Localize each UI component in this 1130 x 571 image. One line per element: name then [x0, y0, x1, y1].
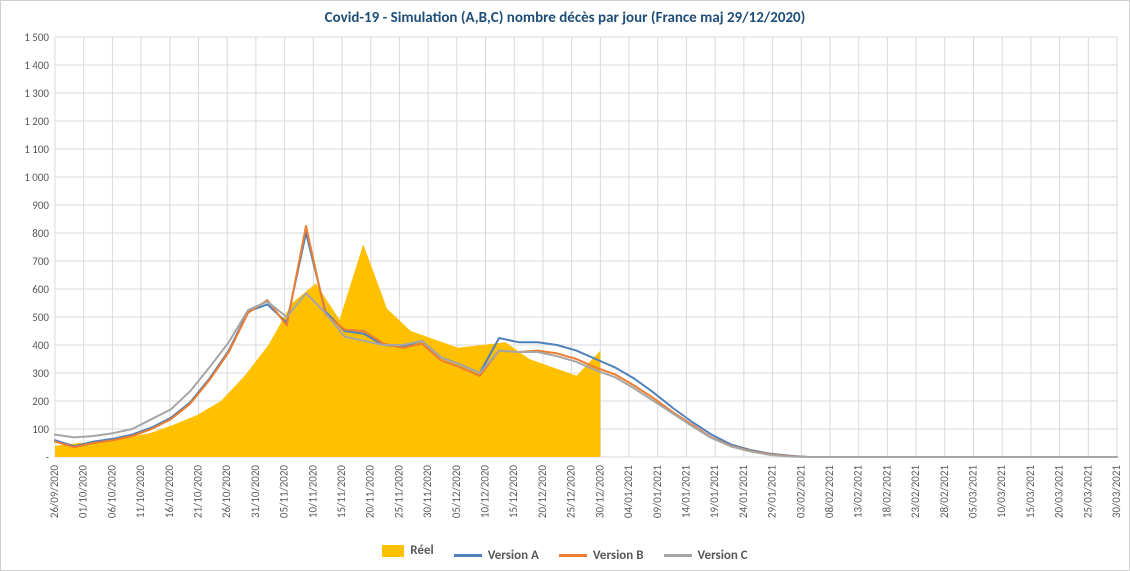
y-tick-label: 200: [32, 395, 49, 408]
y-tick-label: 400: [32, 339, 49, 352]
y-tick-label: 1 500: [24, 31, 49, 44]
x-tick-label: 11/10/2020: [134, 465, 147, 519]
x-tick-label: 20/03/2021: [1053, 465, 1066, 519]
legend-item-versionA: Version A: [454, 548, 539, 563]
x-tick-label: 15/12/2020: [507, 465, 520, 519]
x-tick-label: 30/12/2020: [593, 465, 606, 519]
legend-label: Version A: [488, 548, 539, 563]
x-tick-label: 25/12/2020: [565, 465, 578, 519]
x-tick-label: 03/02/2021: [794, 465, 807, 519]
y-tick-label: 700: [32, 255, 49, 268]
y-tick-label: -: [46, 451, 49, 464]
x-tick-label: 28/02/2021: [938, 465, 951, 519]
x-tick-label: 23/02/2021: [909, 465, 922, 519]
y-tick-label: 900: [32, 199, 49, 212]
y-tick-label: 1 400: [24, 59, 49, 72]
y-tick-label: 500: [32, 311, 49, 324]
y-tick-label: 100: [32, 423, 49, 436]
x-tick-label: 04/01/2021: [622, 465, 635, 519]
x-tick-label: 30/03/2021: [1110, 465, 1123, 519]
x-tick-label: 01/10/2020: [77, 465, 90, 519]
x-tick-label: 20/11/2020: [364, 465, 377, 519]
x-tick-label: 25/11/2020: [392, 465, 405, 519]
legend-swatch: [664, 554, 692, 557]
x-tick-label: 26/09/2020: [48, 465, 61, 519]
x-tick-label: 09/01/2021: [651, 465, 664, 519]
x-tick-label: 19/01/2021: [708, 465, 721, 519]
x-tick-label: 21/10/2020: [192, 465, 205, 519]
x-tick-label: 24/01/2021: [737, 465, 750, 519]
chart-plot: - 100 200 300 400 500 600 700 800 900 1 000 1 100 1 …: [1, 1, 1130, 541]
x-tick-label: 26/10/2020: [220, 465, 233, 519]
y-tick-label: 600: [32, 283, 49, 296]
legend: Réel Version A Version B Version C: [1, 543, 1129, 563]
x-tick-label: 31/10/2020: [249, 465, 262, 519]
legend-swatch: [382, 545, 404, 557]
x-tick-label: 08/02/2021: [823, 465, 836, 519]
y-tick-label: 800: [32, 227, 49, 240]
legend-swatch: [559, 554, 587, 557]
x-tick-label: 10/03/2021: [995, 465, 1008, 519]
x-tick-label: 13/02/2021: [852, 465, 865, 519]
legend-item-versionB: Version B: [559, 548, 644, 563]
x-tick-label: 06/10/2020: [105, 465, 118, 519]
x-tick-label: 18/02/2021: [880, 465, 893, 519]
y-tick-label: 1 300: [24, 87, 49, 100]
x-tick-label: 10/11/2020: [306, 465, 319, 519]
series-reel: [55, 244, 600, 457]
legend-item-reel: Réel: [382, 543, 433, 558]
x-tick-label: 29/01/2021: [766, 465, 779, 519]
x-tick-label: 05/12/2020: [450, 465, 463, 519]
chart-container: Covid-19 - Simulation (A,B,C) nombre déc…: [0, 0, 1130, 571]
x-tick-label: 14/01/2021: [679, 465, 692, 519]
x-tick-label: 16/10/2020: [163, 465, 176, 519]
y-tick-label: 1 100: [24, 143, 49, 156]
x-tick-label: 15/03/2021: [1024, 465, 1037, 519]
y-tick-label: 1 200: [24, 115, 49, 128]
x-tick-label: 05/03/2021: [966, 465, 979, 519]
legend-label: Version B: [593, 548, 644, 563]
y-tick-label: 1 000: [24, 171, 49, 184]
x-tick-label: 10/12/2020: [479, 465, 492, 519]
legend-label: Réel: [410, 543, 433, 558]
y-tick-label: 300: [32, 367, 49, 380]
x-tick-label: 30/11/2020: [421, 465, 434, 519]
legend-label: Version C: [698, 548, 748, 563]
x-tick-label: 25/03/2021: [1081, 465, 1094, 519]
legend-item-versionC: Version C: [664, 548, 748, 563]
legend-swatch: [454, 554, 482, 557]
x-tick-label: 20/12/2020: [536, 465, 549, 519]
x-tick-label: 05/11/2020: [278, 465, 291, 519]
x-tick-label: 15/11/2020: [335, 465, 348, 519]
